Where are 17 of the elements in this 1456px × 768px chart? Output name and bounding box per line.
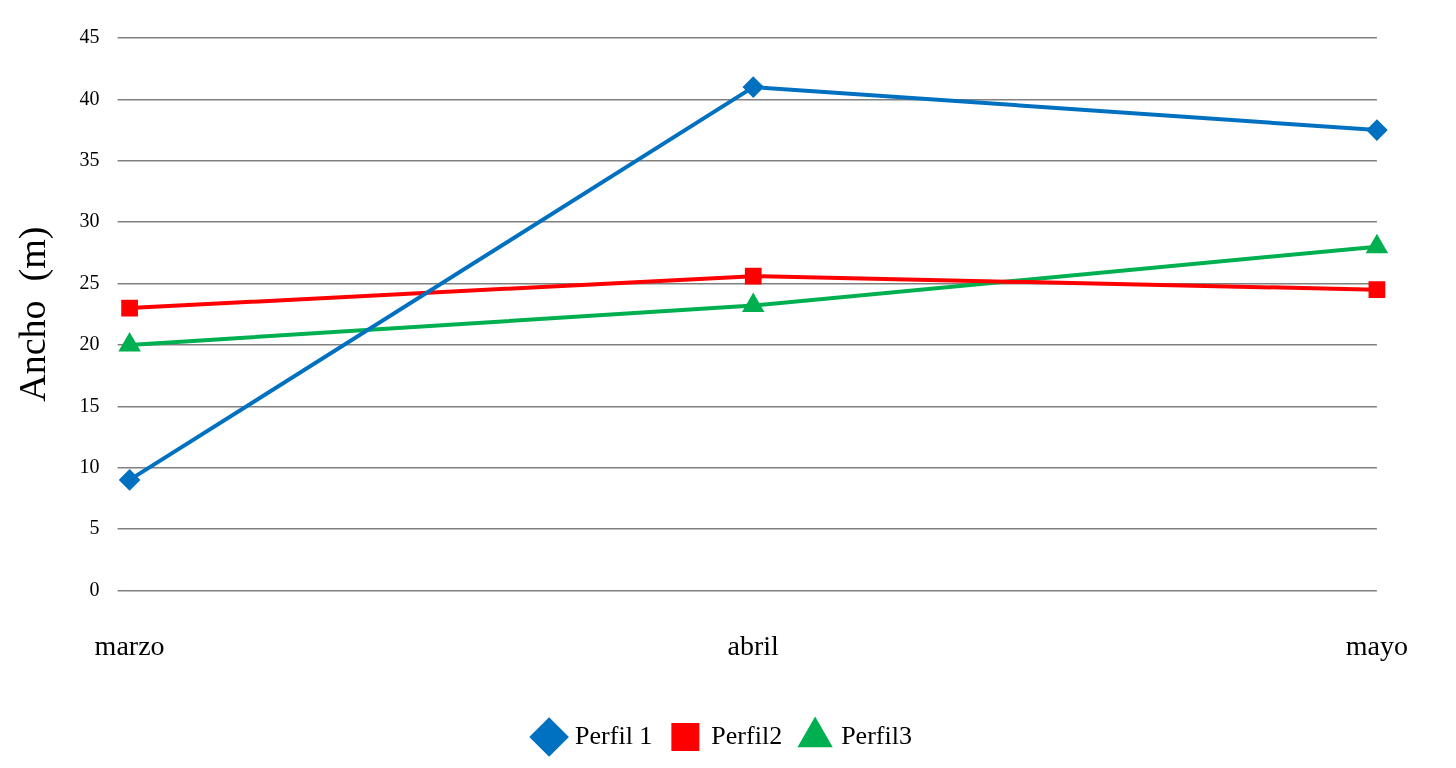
y-tick-label: 25 (79, 270, 100, 293)
y-tick-label: 30 (79, 209, 100, 232)
y-tick-label: 10 (79, 454, 100, 477)
y-tick-label: 35 (79, 148, 100, 171)
x-tick-label: marzo (94, 629, 165, 661)
x-tick-label: mayo (1345, 629, 1409, 661)
legend-label: Perfil2 (711, 720, 783, 750)
y-tick-label: 45 (79, 25, 100, 48)
x-tick-label: abril (727, 629, 780, 661)
y-axis-title: Ancho (m) (10, 226, 54, 402)
y-tick-label: 5 (89, 516, 100, 539)
legend-label: Perfil3 (841, 720, 912, 750)
y-tick-label: 20 (79, 332, 100, 355)
legend-label: Perfil 1 (575, 720, 653, 750)
y-tick-label: 0 (89, 577, 100, 600)
y-tick-label: 15 (79, 393, 100, 416)
y-tick-label: 40 (79, 86, 100, 109)
